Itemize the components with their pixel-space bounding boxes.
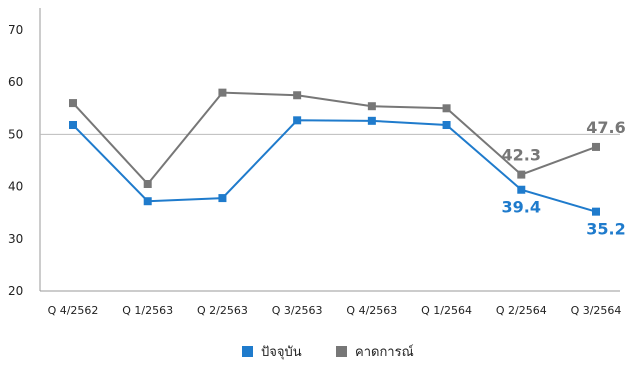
x-tick-label: Q 1/2564 xyxy=(421,304,472,317)
series-1-point xyxy=(442,104,451,113)
series-0-point xyxy=(442,121,451,130)
y-tick-label: 40 xyxy=(8,180,23,194)
series-1-point xyxy=(367,102,376,111)
x-tick-label: Q 4/2563 xyxy=(346,304,397,317)
series-1-point xyxy=(218,88,227,97)
data-label: 47.6 xyxy=(586,118,625,137)
series-1-point xyxy=(69,99,77,108)
series-0-point xyxy=(69,121,77,130)
series-0-point xyxy=(143,197,152,206)
x-tick-label: Q 3/2563 xyxy=(272,304,323,317)
legend-swatch xyxy=(336,346,347,357)
series-0-point xyxy=(218,194,227,203)
data-labels: 39.4 35.2 42.3 47.6 xyxy=(502,118,626,239)
data-label: 42.3 xyxy=(502,146,541,165)
legend-label: คาดการณ์ xyxy=(355,344,414,360)
x-tick-label: Q 2/2563 xyxy=(197,304,248,317)
series-line-1 xyxy=(72,91,597,186)
y-tick-label: 50 xyxy=(8,127,23,141)
x-tick-label: Q 3/2564 xyxy=(571,304,622,317)
y-tick-label: 30 xyxy=(8,232,23,246)
data-label: 39.4 xyxy=(502,198,541,217)
axes xyxy=(39,8,620,292)
series-0-point xyxy=(592,207,600,216)
x-tick-label: Q 1/2563 xyxy=(122,304,173,317)
series-0-point xyxy=(293,116,302,125)
y-axis-ticks: 20 30 40 50 60 70 xyxy=(8,23,23,298)
series-1-point xyxy=(293,91,302,100)
series-1-point xyxy=(592,142,600,151)
y-tick-label: 60 xyxy=(8,75,23,89)
x-tick-label: Q 2/2564 xyxy=(496,304,547,317)
series-1-point xyxy=(517,170,526,179)
series-0-point xyxy=(367,116,376,125)
series-line-0 xyxy=(72,119,597,213)
legend: ปัจจุบัน คาดการณ์ xyxy=(242,344,414,360)
legend-swatch xyxy=(242,346,253,357)
data-label: 35.2 xyxy=(586,220,625,239)
x-axis-ticks: Q 4/2562 Q 1/2563 Q 2/2563 Q 3/2563 Q 4/2563… xyxy=(48,304,622,317)
series-1-point xyxy=(143,179,152,188)
legend-label: ปัจจุบัน xyxy=(261,345,302,360)
series-lines xyxy=(69,88,600,216)
series-0-point xyxy=(517,185,526,194)
x-tick-label: Q 4/2562 xyxy=(48,304,99,317)
y-tick-label: 70 xyxy=(8,23,23,37)
y-tick-label: 20 xyxy=(8,284,23,298)
